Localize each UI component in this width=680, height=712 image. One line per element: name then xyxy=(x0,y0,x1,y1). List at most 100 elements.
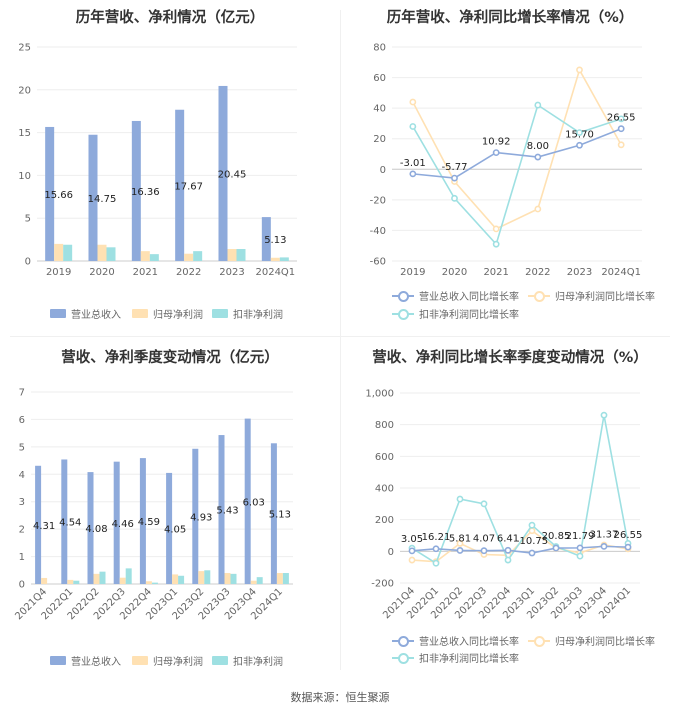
line-data-label: 26.55 xyxy=(614,530,643,541)
bar-revenue xyxy=(175,109,185,261)
x-tick-label: 2020 xyxy=(89,267,114,278)
series-point xyxy=(456,540,464,547)
bar-data-label: 4.08 xyxy=(85,524,107,535)
series-point xyxy=(456,495,464,503)
bar-data-label: 15.66 xyxy=(44,190,73,201)
series-line-revenue xyxy=(412,127,622,179)
bar-parent-np xyxy=(227,249,237,261)
y-tick-label: 6 xyxy=(19,415,25,426)
bar-data-label: 4.59 xyxy=(138,517,160,528)
bar-revenue xyxy=(113,461,120,584)
series-point xyxy=(492,240,500,248)
bar-revenue xyxy=(244,418,251,584)
series-point xyxy=(600,411,608,419)
y-tick-label: 0 xyxy=(388,547,394,558)
legend-item-parent-growth[interactable]: 归母净利润同比增长率 xyxy=(528,288,655,303)
bar-parent-np xyxy=(224,573,231,584)
series-point xyxy=(432,559,440,567)
legend-item-parent-np[interactable]: 归母净利润 xyxy=(132,653,203,668)
bar-parent-np xyxy=(145,581,152,584)
series-point xyxy=(576,544,584,552)
bar-parent-np xyxy=(276,573,283,584)
bar-parent-np xyxy=(270,257,280,261)
y-tick-label: 0 xyxy=(19,580,25,591)
legend-label: 扣非净利润同比增长率 xyxy=(419,310,519,321)
bar-revenue xyxy=(270,443,277,584)
x-tick-label: 2024Q1 xyxy=(601,267,641,278)
series-point xyxy=(617,141,625,149)
bar-deducted-np xyxy=(193,251,203,261)
series-point xyxy=(504,546,512,554)
bar-parent-np xyxy=(67,579,74,584)
legend-swatch xyxy=(392,290,414,302)
bar-data-label: 6.03 xyxy=(243,497,265,508)
bar-revenue xyxy=(139,458,146,584)
y-tick-label: 600 xyxy=(375,452,394,463)
bar-parent-np xyxy=(97,244,107,261)
bar-data-label: 4.54 xyxy=(59,518,81,529)
bar-parent-np xyxy=(41,577,48,584)
legend-item-deducted-np[interactable]: 扣非净利润 xyxy=(212,306,283,321)
y-tick-label: 1 xyxy=(19,552,25,563)
line-data-label: 21.79 xyxy=(566,531,595,542)
bar-data-label: 4.46 xyxy=(112,519,134,530)
chart-title: 历年营收、净利同比增长率情况（%） xyxy=(386,10,634,26)
legend-swatch xyxy=(528,635,550,647)
series-point xyxy=(576,129,583,136)
bar-deducted-np xyxy=(99,571,106,584)
legend-item-revenue-growth[interactable]: 营业总收入同比增长率 xyxy=(392,288,519,303)
quarterly-growth-line-chart: -20002004006008001,0002021Q42022Q12022Q2… xyxy=(365,389,643,622)
bar-revenue xyxy=(35,465,42,584)
series-point xyxy=(528,549,536,557)
line-data-label: -5.77 xyxy=(442,162,468,173)
legend-item-revenue[interactable]: 营业总收入 xyxy=(50,653,121,668)
legend-item-deducted-growth[interactable]: 扣非净利润同比增长率 xyxy=(392,306,519,321)
legend-label: 归母净利润 xyxy=(153,310,203,321)
y-tick-label: 20 xyxy=(373,134,386,145)
bar-deducted-np xyxy=(73,580,80,584)
y-tick-label: 4 xyxy=(19,470,25,481)
bar-revenue xyxy=(45,126,55,261)
panel-divider-horizontal xyxy=(10,336,670,337)
legend-item-revenue[interactable]: 营业总收入 xyxy=(50,306,121,321)
legend-item-parent-np[interactable]: 归母净利润 xyxy=(132,306,203,321)
y-tick-label: 5 xyxy=(19,442,25,453)
legend-item-deducted-np[interactable]: 扣非净利润 xyxy=(212,653,283,668)
annual-growth-panel: 历年营收、净利同比增长率情况（%） -60 -40 -20 0 20 40 60 80 2019… xyxy=(340,0,680,336)
series-point xyxy=(534,153,542,161)
legend-label: 营业总收入同比增长率 xyxy=(419,292,519,303)
legend-item-revenue-growth[interactable]: 营业总收入同比增长率 xyxy=(392,633,519,648)
bar-deducted-np xyxy=(282,573,289,584)
bar-parent-np xyxy=(250,580,257,584)
series-point xyxy=(408,556,416,564)
annual-growth-line-chart: -60 -40 -20 0 20 40 60 80 2019 2020 2021 2022 2023 20… xyxy=(370,43,642,278)
line-data-label: 4.07 xyxy=(473,534,495,545)
bar-deducted-np xyxy=(178,575,185,584)
series-point xyxy=(576,552,584,560)
line-data-label: 31.37 xyxy=(590,529,619,540)
legend-swatch xyxy=(212,656,228,665)
y-tick-label: 7 xyxy=(19,388,25,399)
legend-swatch xyxy=(392,308,414,320)
legend-label: 营业总收入 xyxy=(71,657,121,668)
series-point xyxy=(552,544,560,552)
line-data-label: 5.81 xyxy=(449,533,471,544)
x-tick-label: 2019 xyxy=(46,267,71,278)
series-line-parent xyxy=(412,67,622,230)
y-tick-label: -20 xyxy=(370,195,386,206)
x-tick-label: 2024Q1 xyxy=(255,267,295,278)
legend-item-deducted-growth[interactable]: 扣非净利润同比增长率 xyxy=(392,650,519,665)
y-tick-label: 10 xyxy=(18,171,31,182)
bar-deducted-np xyxy=(151,582,158,584)
legend-swatch xyxy=(50,656,66,665)
y-tick-label: 1,000 xyxy=(365,389,394,400)
legend-swatch xyxy=(528,290,550,302)
bar-data-label: 17.67 xyxy=(174,181,203,192)
y-tick-label: 3 xyxy=(19,497,25,508)
line-data-label: 8.00 xyxy=(527,141,549,152)
series-point xyxy=(504,556,512,564)
y-tick-label: 20 xyxy=(18,85,31,96)
y-tick-label: 60 xyxy=(373,73,386,84)
legend-item-parent-growth[interactable]: 归母净利润同比增长率 xyxy=(528,633,655,648)
y-tick-label: 400 xyxy=(375,484,394,495)
